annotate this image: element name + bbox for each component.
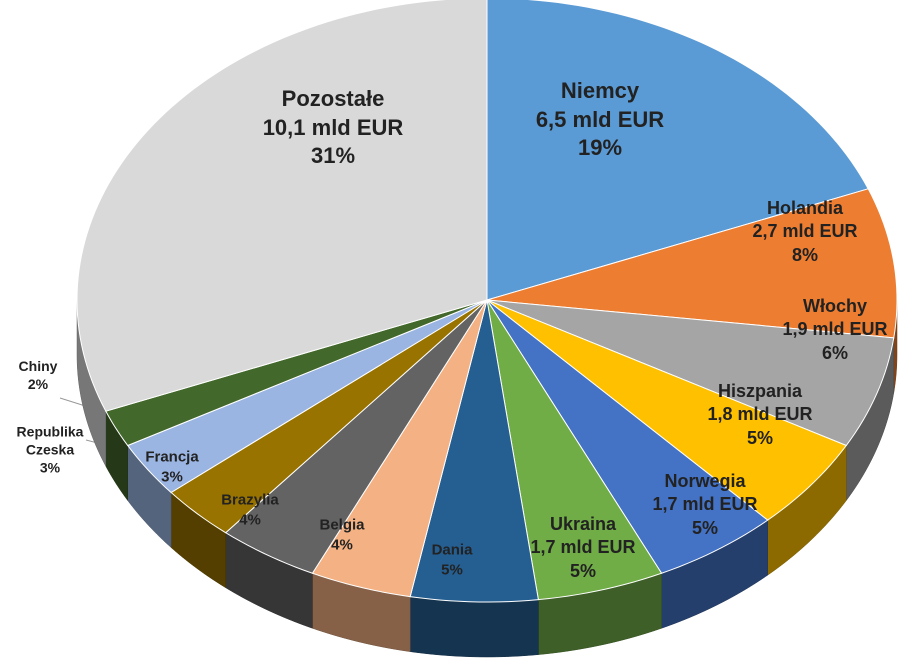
category-label: Norwegia: [664, 470, 746, 491]
category-label: Republika Czeska: [16, 423, 84, 458]
value-label: 5%: [441, 561, 463, 578]
category-label: Chiny: [18, 357, 58, 374]
value-label: 2%: [27, 376, 49, 392]
slice-label: Norwegia 1,7 mld EUR 5%: [652, 470, 757, 540]
amount-label: 1,7 mld EUR: [652, 494, 758, 515]
slice-label: Pozostałe 10,1 mld EUR 31%: [263, 85, 404, 171]
category-label: Francja: [145, 448, 199, 466]
category-label: Niemcy: [560, 78, 640, 104]
amount-label: 2,7 mld EUR: [752, 221, 858, 242]
value-label: 31%: [310, 143, 356, 169]
value-label: 3%: [161, 468, 183, 485]
slice: [311, 299, 488, 598]
value-label: 8%: [791, 244, 818, 265]
value-label: 3%: [39, 460, 61, 477]
category-label: Holandia: [766, 197, 843, 218]
slice: [224, 299, 488, 574]
category-label: Dania: [431, 541, 473, 559]
slice: [486, 299, 663, 601]
amount-label: 10,1 mld EUR: [262, 114, 404, 140]
slice-label: Francja 3%: [145, 448, 198, 487]
slice-label: Brazylia 4%: [221, 491, 279, 530]
slice-side: [409, 596, 539, 658]
slice: [105, 299, 488, 447]
value-label: 5%: [691, 517, 718, 538]
category-label: Włochy: [802, 295, 867, 316]
slice-label: Republika Czeska 3%: [10, 423, 90, 478]
slice-tops: [76, 0, 898, 603]
slice: [76, 0, 488, 412]
slice: [486, 299, 848, 521]
slice-label: Belgia 4%: [319, 516, 364, 555]
slice-label: Dania 5%: [432, 541, 473, 580]
amount-label: 1,8 mld EUR: [707, 404, 813, 425]
slice: [409, 299, 539, 603]
amount-label: 1,7 mld EUR: [530, 537, 636, 558]
value-label: 6%: [821, 342, 848, 363]
slice: [486, 299, 769, 574]
value-label: 5%: [569, 560, 596, 581]
slice-label: Niemcy 6,5 mld EUR 19%: [536, 77, 664, 163]
slice-label: Hiszpania 1,8 mld EUR 5%: [707, 380, 812, 450]
category-label: Belgia: [319, 516, 365, 534]
category-label: Pozostałe: [281, 86, 385, 112]
slice: [170, 299, 488, 534]
slice-label: Holandia 2,7 mld EUR 8%: [752, 197, 857, 267]
slice-label: Chiny 2%: [19, 357, 58, 393]
slice: [486, 0, 869, 301]
category-label: Hiszpania: [717, 380, 803, 401]
amount-label: 6,5 mld EUR: [535, 106, 665, 132]
value-label: 5%: [746, 427, 773, 448]
slice: [486, 188, 898, 339]
slice-sides: [76, 299, 898, 658]
slice-label: Ukraina 1,7 mld EUR 5%: [530, 513, 635, 583]
value-label: 4%: [331, 536, 353, 553]
value-label: 19%: [577, 135, 623, 161]
value-label: 4%: [239, 511, 261, 528]
category-label: Ukraina: [549, 513, 617, 534]
slice: [126, 299, 488, 494]
category-label: Brazylia: [221, 491, 279, 509]
amount-label: 1,9 mld EUR: [782, 319, 888, 340]
slice-label: Włochy 1,9 mld EUR 6%: [782, 295, 887, 365]
slice: [486, 299, 895, 447]
